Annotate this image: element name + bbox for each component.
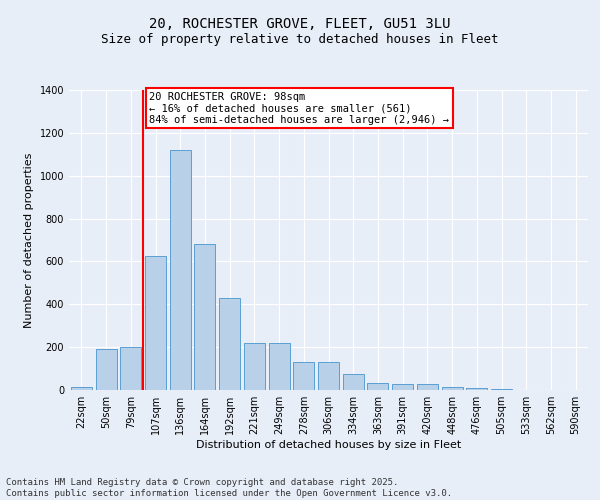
Bar: [466, 388, 487, 390]
Bar: [491, 388, 512, 390]
Bar: [269, 343, 290, 390]
Bar: [244, 343, 265, 390]
Bar: [194, 244, 215, 390]
Bar: [219, 298, 240, 390]
Bar: [392, 384, 413, 390]
Bar: [417, 384, 438, 390]
Bar: [318, 362, 339, 390]
X-axis label: Distribution of detached houses by size in Fleet: Distribution of detached houses by size …: [196, 440, 461, 450]
Bar: [120, 347, 141, 390]
Bar: [293, 362, 314, 390]
Bar: [145, 256, 166, 390]
Text: Size of property relative to detached houses in Fleet: Size of property relative to detached ho…: [101, 32, 499, 46]
Text: Contains HM Land Registry data © Crown copyright and database right 2025.
Contai: Contains HM Land Registry data © Crown c…: [6, 478, 452, 498]
Text: 20, ROCHESTER GROVE, FLEET, GU51 3LU: 20, ROCHESTER GROVE, FLEET, GU51 3LU: [149, 18, 451, 32]
Bar: [170, 150, 191, 390]
Bar: [71, 387, 92, 390]
Bar: [367, 383, 388, 390]
Bar: [95, 348, 116, 390]
Text: 20 ROCHESTER GROVE: 98sqm
← 16% of detached houses are smaller (561)
84% of semi: 20 ROCHESTER GROVE: 98sqm ← 16% of detac…: [149, 92, 449, 124]
Y-axis label: Number of detached properties: Number of detached properties: [24, 152, 34, 328]
Bar: [442, 387, 463, 390]
Bar: [343, 374, 364, 390]
